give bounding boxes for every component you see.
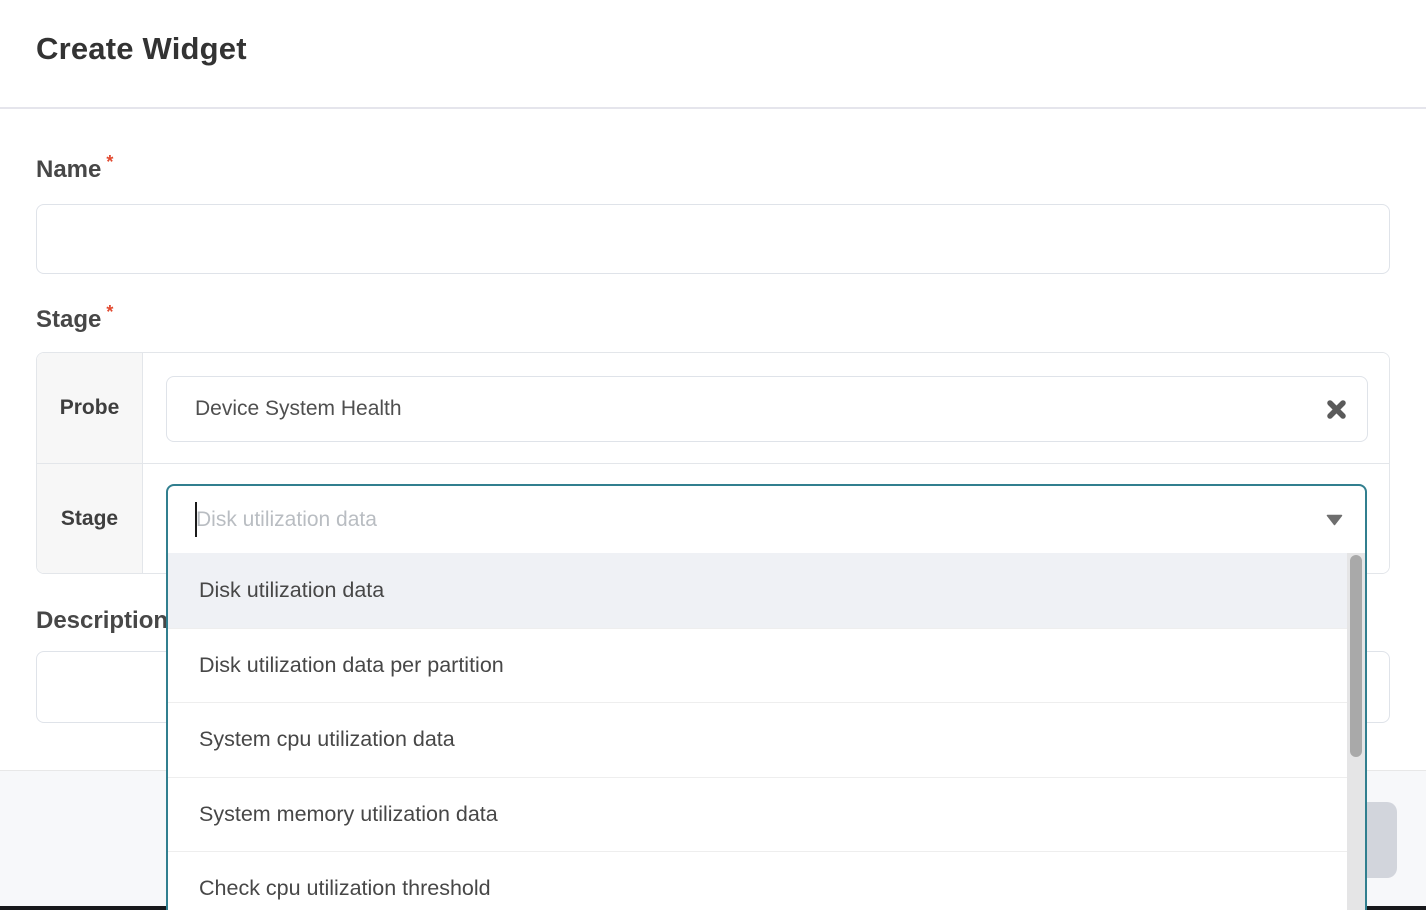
stage-option[interactable]: System cpu utilization data (168, 702, 1365, 777)
name-label-text: Name (36, 156, 102, 183)
caret-down-icon[interactable] (1326, 514, 1343, 525)
dropdown-scrollbar-thumb[interactable] (1350, 555, 1362, 757)
stage-option[interactable]: Disk utilization data (168, 553, 1365, 628)
description-label-text: Description (36, 607, 169, 634)
stage-label: Stage * (36, 302, 113, 334)
probe-row-label: Probe (37, 353, 143, 463)
stage-search-input[interactable] (168, 486, 1365, 553)
name-input[interactable] (36, 204, 1390, 274)
probe-select-value: Device System Health (195, 397, 402, 420)
stage-option[interactable]: Check cpu utilization threshold (168, 851, 1365, 910)
stage-combobox-input-row (168, 486, 1365, 553)
stage-combobox: Disk utilization data Disk utilization da… (166, 484, 1367, 910)
required-asterisk: * (106, 152, 114, 172)
stage-option[interactable]: System memory utilization data (168, 776, 1365, 851)
name-label: Name * (36, 152, 113, 184)
page-title: Create Widget (36, 31, 247, 66)
probe-select[interactable]: Device System Health (166, 376, 1368, 442)
modal-header: Create Widget (0, 0, 1426, 109)
stage-options-list: Disk utilization data Disk utilization da… (168, 553, 1365, 910)
stage-row-label: Stage (37, 464, 143, 573)
text-cursor (195, 502, 197, 537)
dropdown-scrollbar-track[interactable] (1347, 553, 1365, 910)
stage-label-text: Stage (36, 306, 102, 333)
description-label: Description (36, 607, 168, 635)
clear-x-icon[interactable] (1324, 397, 1348, 421)
required-asterisk: * (106, 302, 114, 322)
stage-option[interactable]: Disk utilization data per partition (168, 627, 1365, 702)
